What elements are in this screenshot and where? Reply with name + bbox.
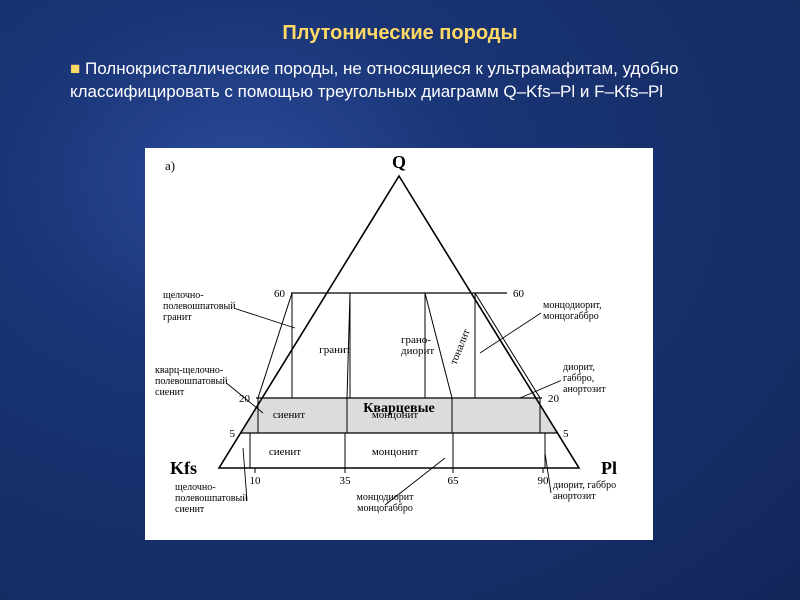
svg-text:щелочно-: щелочно- [175,482,216,493]
svg-text:5: 5 [563,428,569,440]
svg-text:анортозит: анортозит [563,384,606,395]
svg-text:полевошпатовый: полевошпатовый [175,493,248,504]
svg-text:монцонит: монцонит [372,446,419,458]
slide-bullet: Полнокристаллические породы, не относящи… [70,58,730,104]
svg-text:10: 10 [250,475,262,487]
svg-text:диорит: диорит [401,345,434,357]
svg-text:диорит,: диорит, [563,362,595,373]
svg-text:5: 5 [230,428,236,440]
svg-text:полевошпатовый: полевошпатовый [155,376,228,387]
svg-text:монцогаббро: монцогаббро [543,311,599,322]
svg-text:анортозит: анортозит [553,491,596,502]
svg-text:монцонит: монцонит [372,409,419,421]
svg-text:габбро,: габбро, [563,373,594,384]
svg-text:a): a) [165,158,175,173]
svg-text:90: 90 [538,475,550,487]
svg-text:кварц-щелочно-: кварц-щелочно- [155,365,223,376]
svg-text:Q: Q [392,152,406,172]
slide-title: Плутонические породы [0,22,800,45]
svg-text:гранит: гранит [163,312,192,323]
svg-text:сиенит: сиенит [155,387,185,398]
svg-text:65: 65 [448,475,460,487]
svg-text:тоналит: тоналит [448,327,473,366]
svg-text:60: 60 [274,288,286,300]
svg-text:полевошпатовый: полевошпатовый [163,301,236,312]
svg-text:сиенит: сиенит [273,409,305,421]
svg-text:Kfs: Kfs [170,458,197,478]
svg-text:20: 20 [548,393,560,405]
svg-text:монцодиорит,: монцодиорит, [543,300,602,311]
ternary-diagram: a)QKfsPl606020205510356590Кварцевыеграни… [145,148,653,540]
svg-text:щелочно-: щелочно- [163,290,204,301]
svg-text:сиенит: сиенит [175,504,205,515]
slide: Плутонические породы Полнокристаллически… [0,0,800,600]
svg-text:диорит, габбро: диорит, габбро [553,480,616,491]
svg-text:монцодиорит: монцодиорит [357,492,415,503]
svg-text:гранит: гранит [319,344,351,356]
svg-text:35: 35 [340,475,352,487]
svg-text:Pl: Pl [601,458,617,478]
svg-text:сиенит: сиенит [269,446,301,458]
svg-text:60: 60 [513,288,525,300]
